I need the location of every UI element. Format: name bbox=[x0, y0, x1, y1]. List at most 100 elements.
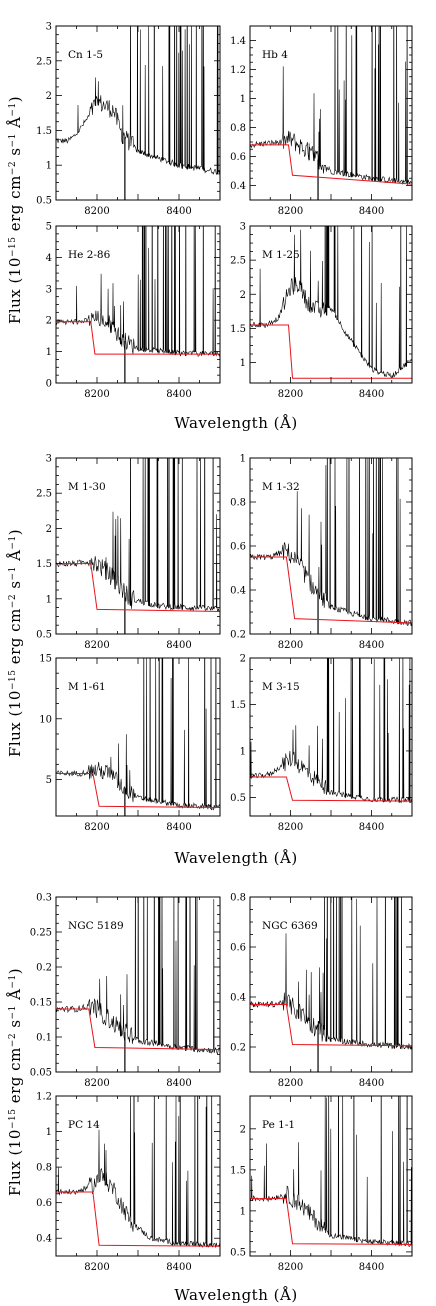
x-tick-label: 8400 bbox=[359, 822, 384, 833]
y-tick-label: 0.6 bbox=[230, 943, 246, 954]
panel: 8200 8400 0.2 0.4 0.6 0.8 NGC 6369 bbox=[230, 893, 413, 1089]
y-tick-label: 1 bbox=[46, 594, 52, 605]
panel: 8200 8400 0.4 0.6 0.8 1 1.2 1.4 Hb 4 bbox=[230, 25, 413, 217]
observed-spectrum-line bbox=[56, 26, 220, 176]
y-tick-label: 0.8 bbox=[230, 893, 246, 904]
panel-object-label: M 1-32 bbox=[262, 481, 300, 493]
y-tick-label: 4 bbox=[46, 253, 52, 264]
panels: 8200 8400 0.5 1 1.5 2 2.5 3 Cn 1-5 8200 8400 0.4 0.6… bbox=[30, 22, 413, 1273]
y-tick-label: 3 bbox=[46, 284, 52, 295]
x-tick-label: 8400 bbox=[166, 389, 191, 400]
model-continuum-line bbox=[250, 1004, 412, 1047]
y-tick-label: 0.4 bbox=[36, 1234, 52, 1245]
panel: 8200 8400 0.5 1 1.5 2 Pe 1-1 bbox=[230, 1095, 413, 1273]
y-tick-label: 0.8 bbox=[230, 498, 246, 509]
observed-spectrum-line bbox=[250, 226, 412, 379]
x-tick-label: 8400 bbox=[166, 822, 191, 833]
x-tick-label: 8200 bbox=[278, 1078, 303, 1089]
y-tick-label: 3 bbox=[46, 22, 52, 33]
x-tick-label: 8400 bbox=[166, 1078, 191, 1089]
x-tick-label: 8400 bbox=[359, 1078, 384, 1089]
y-tick-label: 1 bbox=[240, 746, 246, 757]
y-tick-label: 2 bbox=[240, 1124, 246, 1135]
panel: 8200 8400 5 10 15 M 1-61 bbox=[39, 654, 221, 833]
x-tick-label: 8200 bbox=[84, 640, 109, 651]
x-tick-label: 8200 bbox=[84, 1078, 109, 1089]
panel-object-label: NGC 6369 bbox=[262, 920, 318, 932]
x-tick-label: 8200 bbox=[84, 206, 109, 217]
y-tick-label: 0.25 bbox=[30, 928, 52, 939]
x-tick-label: 8200 bbox=[84, 822, 109, 833]
y-tick-label: 1.2 bbox=[36, 1092, 52, 1103]
panel-object-label: M 3-15 bbox=[262, 681, 300, 693]
panel-object-label: He 2-86 bbox=[68, 249, 111, 261]
panel-object-label: Cn 1-5 bbox=[68, 49, 103, 61]
x-axis-title: Wavelength (Å) bbox=[174, 849, 297, 867]
y-tick-label: 1.4 bbox=[230, 36, 246, 47]
model-continuum-line bbox=[250, 556, 412, 624]
y-tick-label: 2.5 bbox=[230, 256, 246, 267]
observed-spectrum-line bbox=[250, 658, 412, 804]
panel: 8200 8400 0.4 0.6 0.8 1 1.2 PC 14 bbox=[36, 1092, 221, 1273]
y-tick-label: 0.5 bbox=[36, 630, 52, 641]
x-tick-label: 8400 bbox=[166, 206, 191, 217]
x-tick-label: 8200 bbox=[278, 206, 303, 217]
y-tick-label: 1.5 bbox=[230, 700, 246, 711]
panel-object-label: Hb 4 bbox=[262, 49, 288, 61]
y-tick-label: 1.2 bbox=[230, 65, 246, 76]
y-tick-label: 1.5 bbox=[36, 559, 52, 570]
y-tick-label: 1 bbox=[240, 1206, 246, 1217]
y-tick-label: 1 bbox=[46, 347, 52, 358]
y-tick-label: 0.8 bbox=[36, 1163, 52, 1174]
y-tick-label: 1 bbox=[240, 358, 246, 369]
y-tick-label: 0.4 bbox=[230, 181, 246, 192]
x-tick-label: 8400 bbox=[359, 640, 384, 651]
y-tick-label: 0.5 bbox=[230, 1247, 246, 1258]
observed-spectrum-line bbox=[56, 458, 220, 612]
observed-spectrum-line bbox=[250, 1096, 412, 1247]
panel: 8200 8400 0 1 2 3 4 5 He 2-86 bbox=[46, 222, 221, 400]
panel: 8200 8400 0.5 1 1.5 2 2.5 3 Cn 1-5 bbox=[36, 22, 221, 217]
y-tick-label: 2.5 bbox=[36, 56, 52, 67]
y-tick-label: 0.2 bbox=[230, 630, 246, 641]
panel: 8200 8400 0.05 0.1 0.15 0.2 0.25 0.3 NGC 5189 bbox=[30, 893, 221, 1089]
y-tick-label: 2 bbox=[46, 91, 52, 102]
y-tick-label: 2 bbox=[46, 524, 52, 535]
y-tick-label: 1 bbox=[46, 161, 52, 172]
y-tick-label: 0.4 bbox=[230, 993, 246, 1004]
x-axis-title: Wavelength (Å) bbox=[174, 1286, 297, 1304]
y-tick-label: 5 bbox=[46, 775, 52, 786]
y-tick-label: 0.1 bbox=[36, 1033, 52, 1044]
y-tick-label: 1 bbox=[240, 94, 246, 105]
model-continuum-line bbox=[56, 773, 220, 808]
y-tick-label: 1.5 bbox=[230, 324, 246, 335]
model-continuum-line bbox=[250, 324, 412, 379]
y-tick-label: 0.6 bbox=[36, 1198, 52, 1209]
y-tick-label: 2.5 bbox=[36, 489, 52, 500]
panel: 8200 8400 0.5 1 1.5 2 2.5 3 M 1-30 bbox=[36, 454, 221, 651]
panel: 8200 8400 0.2 0.4 0.6 0.8 1 M 1-32 bbox=[230, 454, 413, 651]
x-tick-label: 8200 bbox=[84, 1262, 109, 1273]
y-tick-label: 0.8 bbox=[230, 123, 246, 134]
y-tick-label: 5 bbox=[46, 222, 52, 233]
panel-object-label: M 1-30 bbox=[68, 481, 106, 493]
y-tick-label: 0.5 bbox=[36, 196, 52, 207]
y-tick-label: 0.3 bbox=[36, 893, 52, 904]
model-continuum-line bbox=[56, 1008, 220, 1051]
y-tick-label: 2 bbox=[240, 290, 246, 301]
y-tick-label: 0.2 bbox=[36, 963, 52, 974]
y-tick-label: 1 bbox=[46, 1127, 52, 1138]
x-tick-label: 8200 bbox=[278, 389, 303, 400]
model-continuum-line bbox=[56, 563, 220, 612]
observed-spectrum-line bbox=[250, 458, 412, 626]
x-tick-label: 8400 bbox=[359, 1262, 384, 1273]
y-tick-label: 1 bbox=[240, 454, 246, 465]
panel-object-label: M 1-61 bbox=[68, 681, 106, 693]
panel-object-label: M 1-25 bbox=[262, 249, 300, 261]
y-tick-label: 0 bbox=[46, 379, 52, 390]
y-tick-label: 0.6 bbox=[230, 152, 246, 163]
panel-object-label: NGC 5189 bbox=[68, 920, 124, 932]
x-tick-label: 8200 bbox=[84, 389, 109, 400]
model-continuum-line bbox=[250, 1198, 412, 1245]
observed-spectrum-line bbox=[250, 897, 412, 1050]
